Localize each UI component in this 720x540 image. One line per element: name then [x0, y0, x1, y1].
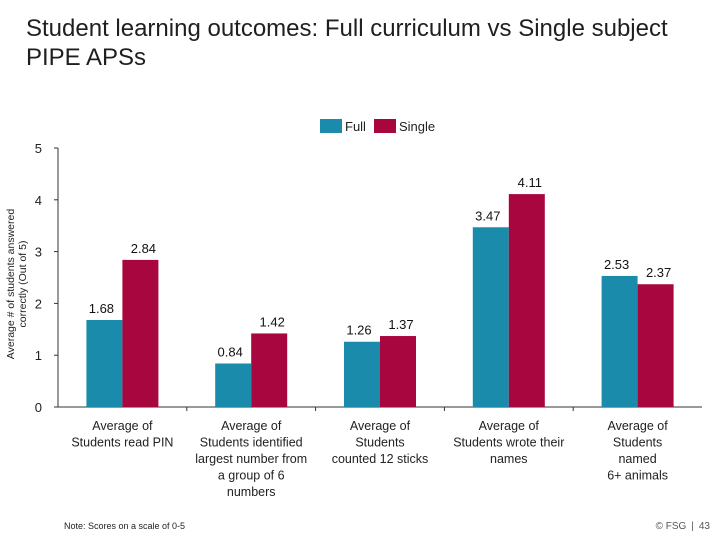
x-tick-label-line: Students read PIN — [71, 436, 173, 450]
data-label-single: 2.84 — [131, 241, 156, 256]
y-tick-label: 4 — [35, 193, 42, 208]
x-tick-label-line: Students — [355, 436, 404, 450]
page-number: 43 — [698, 521, 710, 532]
y-tick-label: 0 — [35, 400, 42, 415]
bar-single — [251, 333, 288, 407]
data-label-single: 4.11 — [518, 175, 542, 190]
y-tick-label: 5 — [35, 141, 42, 156]
bar-single — [122, 259, 159, 407]
x-tick-label-line: Average of — [479, 419, 540, 433]
data-label-full: 3.47 — [475, 208, 500, 223]
x-tick-label-line: largest number from — [195, 452, 307, 466]
x-tick-label: Average of Students counted 12 sticks — [332, 419, 429, 466]
x-tick-label: Average of Students identified largest num… — [195, 419, 307, 499]
bar-full — [86, 319, 123, 407]
x-tick-label-line: numbers — [227, 485, 276, 499]
data-label-full: 2.53 — [604, 257, 629, 272]
x-tick-label-line: Average of — [350, 419, 411, 433]
footer-separator: | — [691, 521, 694, 532]
x-tick-label-line: Average of — [221, 419, 282, 433]
chart-title: Student learning outcomes: Full curricul… — [26, 15, 668, 71]
y-tick-label: 1 — [35, 348, 42, 363]
x-tick-label-line: Average of — [92, 419, 153, 433]
legend-item-full: Full — [320, 119, 366, 134]
data-label-single: 1.42 — [260, 314, 285, 329]
x-tick-label-line: named — [618, 452, 656, 466]
bar-single — [637, 284, 674, 407]
legend: Full Single — [320, 118, 435, 134]
x-tick-label-line: a group of 6 — [218, 469, 285, 483]
legend-item-single: Single — [373, 118, 436, 134]
copyright: © FSG — [655, 521, 687, 532]
x-tick-label: Average of Students named 6+ animals — [607, 419, 668, 483]
x-tick-label-line: counted 12 sticks — [332, 452, 429, 466]
legend-swatch-single — [373, 119, 396, 133]
bar-full — [472, 227, 509, 407]
x-tick-label-line: Students identified — [200, 436, 303, 450]
data-label-full: 0.84 — [218, 344, 243, 359]
footer: © FSG | 43 — [656, 521, 710, 532]
bar-single — [380, 336, 416, 407]
data-label-full: 1.68 — [89, 301, 114, 316]
legend-label-single: Single — [398, 118, 436, 134]
bar-full — [344, 341, 380, 407]
y-tick-label: 2 — [35, 296, 42, 311]
x-tick-label: Average of Students wrote their names — [453, 419, 564, 466]
x-tick-label-line: names — [490, 452, 528, 466]
data-label-full: 1.26 — [346, 323, 371, 338]
data-label-single: 1.37 — [388, 317, 413, 332]
bar-full — [215, 363, 252, 407]
legend-label-full: Full — [345, 118, 366, 134]
bar-single — [508, 194, 545, 407]
x-tick-label-line: Students — [613, 436, 662, 450]
bar-full — [601, 275, 638, 407]
legend-swatch-full — [320, 119, 342, 133]
y-tick-label: 3 — [35, 245, 42, 260]
x-tick-label-line: Students wrote their — [453, 436, 564, 450]
x-tick-label: Average of Students read PIN — [71, 419, 173, 450]
scale-note: Note: Scores on a scale of 0-5 — [64, 521, 186, 531]
x-tick-label-line: 6+ animals — [607, 469, 668, 483]
data-label-single: 2.37 — [646, 265, 671, 280]
x-tick-label-line: Average of — [607, 419, 668, 433]
